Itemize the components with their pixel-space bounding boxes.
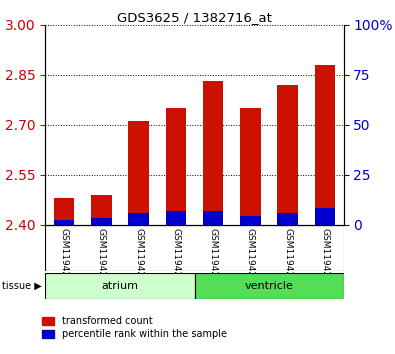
Legend: transformed count, percentile rank within the sample: transformed count, percentile rank withi… <box>42 316 227 339</box>
Text: atrium: atrium <box>102 281 139 291</box>
Bar <box>194 273 344 299</box>
Bar <box>166 108 186 225</box>
Bar <box>128 121 149 225</box>
Text: GSM119425: GSM119425 <box>171 228 181 283</box>
Bar <box>277 85 298 225</box>
Bar <box>54 220 74 225</box>
Text: GSM119428: GSM119428 <box>283 228 292 283</box>
Bar <box>91 218 112 225</box>
Bar <box>240 108 261 225</box>
Bar <box>54 198 74 225</box>
Bar <box>240 216 261 225</box>
Bar <box>128 213 149 225</box>
Text: GSM119427: GSM119427 <box>246 228 255 283</box>
Bar <box>203 81 224 225</box>
Text: GSM119424: GSM119424 <box>134 228 143 283</box>
Text: tissue ▶: tissue ▶ <box>2 281 42 291</box>
Bar <box>91 195 112 225</box>
Bar <box>166 211 186 225</box>
Bar <box>315 208 335 225</box>
Text: GSM119426: GSM119426 <box>209 228 218 283</box>
Text: GSM119423: GSM119423 <box>97 228 106 283</box>
Bar <box>45 273 194 299</box>
Title: GDS3625 / 1382716_at: GDS3625 / 1382716_at <box>117 11 272 24</box>
Bar <box>315 65 335 225</box>
Bar <box>203 211 224 225</box>
Text: GSM119422: GSM119422 <box>60 228 69 283</box>
Text: GSM119429: GSM119429 <box>320 228 329 283</box>
Bar <box>277 213 298 225</box>
Text: ventricle: ventricle <box>245 281 293 291</box>
